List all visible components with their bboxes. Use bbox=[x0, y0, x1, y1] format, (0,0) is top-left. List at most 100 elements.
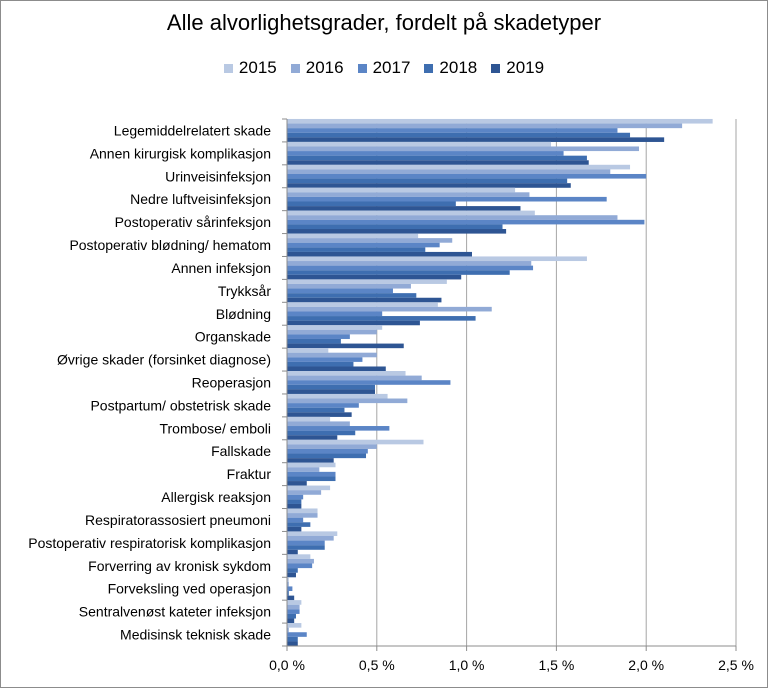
category-label: Annen kirurgisk komplikasjon bbox=[90, 145, 271, 161]
bar-2019 bbox=[287, 320, 420, 326]
bar-2019 bbox=[287, 481, 307, 486]
bar-2018 bbox=[287, 636, 298, 642]
category-label: Fallskade bbox=[211, 443, 271, 459]
bar-2016 bbox=[287, 352, 377, 358]
bar-2016 bbox=[287, 283, 411, 289]
bar-2017 bbox=[287, 334, 350, 339]
legend-label-2019: 2019 bbox=[506, 58, 545, 77]
bar-2015 bbox=[287, 600, 302, 605]
legend-swatch-2017 bbox=[357, 63, 367, 73]
bar-2016 bbox=[287, 421, 350, 427]
bar-2015 bbox=[287, 348, 329, 353]
bar-2019 bbox=[287, 549, 298, 555]
bar-2017 bbox=[287, 196, 607, 202]
bar-2017 bbox=[287, 586, 293, 592]
bar-2019 bbox=[287, 458, 334, 463]
bar-2015 bbox=[287, 531, 338, 536]
bar-2015 bbox=[287, 164, 631, 170]
category-label: Respiratorassosiert pneumoni bbox=[85, 512, 271, 528]
bar-2019 bbox=[287, 160, 589, 165]
category-label: Forveksling ved operasjon bbox=[108, 581, 271, 597]
category-label: Legemiddelrelatert skade bbox=[114, 122, 271, 138]
category-label: Forverring av kronisk sykdom bbox=[88, 558, 271, 574]
bar-2019 bbox=[287, 206, 521, 211]
bar-2017 bbox=[287, 632, 307, 637]
bar-2017 bbox=[287, 242, 440, 248]
chart-legend: 2015 2016 2017 2018 2019 bbox=[0, 58, 768, 78]
bar-2015 bbox=[287, 623, 302, 628]
legend-label-2016: 2016 bbox=[305, 58, 344, 77]
category-label: Sentralvenøst kateter infeksjon bbox=[79, 604, 271, 620]
bar-2018 bbox=[287, 247, 426, 252]
bar-2016 bbox=[287, 627, 289, 633]
bar-2018 bbox=[287, 338, 341, 344]
bar-2015 bbox=[287, 141, 552, 147]
category-label: Annen infeksjon bbox=[171, 260, 271, 276]
bar-2015 bbox=[287, 233, 419, 239]
bar-2015 bbox=[287, 508, 318, 514]
bar-2016 bbox=[287, 123, 683, 129]
bar-2019 bbox=[287, 595, 295, 601]
bar-2018 bbox=[287, 155, 587, 161]
bar-2015 bbox=[287, 302, 438, 307]
bar-2015 bbox=[287, 577, 289, 582]
bar-2017 bbox=[287, 426, 390, 431]
bar-2019 bbox=[287, 183, 571, 188]
bar-2017 bbox=[287, 540, 325, 546]
bar-2018 bbox=[287, 270, 510, 275]
category-label: Organskade bbox=[195, 329, 271, 345]
bar-2017 bbox=[287, 494, 304, 500]
bar-2017 bbox=[287, 403, 359, 408]
bar-2016 bbox=[287, 513, 318, 518]
bar-2016 bbox=[287, 490, 322, 495]
bar-2017 bbox=[287, 563, 313, 569]
bar-2019 bbox=[287, 343, 404, 349]
category-label: Blødning bbox=[216, 306, 271, 322]
bar-2018 bbox=[287, 522, 311, 527]
bar-2017 bbox=[287, 448, 368, 454]
bar-2016 bbox=[287, 192, 530, 197]
category-label: Fraktur bbox=[227, 466, 272, 482]
bar-2019 bbox=[287, 503, 302, 509]
bar-2016 bbox=[287, 604, 300, 610]
bar-2017 bbox=[287, 265, 534, 271]
bar-2016 bbox=[287, 146, 640, 152]
bar-2016 bbox=[287, 558, 314, 564]
bar-2019 bbox=[287, 229, 507, 234]
bar-2015 bbox=[287, 256, 587, 262]
bar-2019 bbox=[287, 366, 386, 372]
bar-2018 bbox=[287, 201, 456, 207]
bar-2015 bbox=[287, 279, 447, 284]
legend-label-2017: 2017 bbox=[372, 58, 411, 77]
legend-item-2016: 2016 bbox=[290, 58, 344, 78]
bar-2019 bbox=[287, 572, 296, 578]
legend-item-2015: 2015 bbox=[223, 58, 277, 78]
bar-2019 bbox=[287, 641, 298, 647]
bar-2015 bbox=[287, 485, 331, 491]
bar-2018 bbox=[287, 453, 367, 459]
bar-2017 bbox=[287, 357, 363, 362]
category-label: Reoperasjon bbox=[192, 375, 271, 391]
category-label: Urinveisinfeksjon bbox=[165, 168, 271, 184]
category-label: Nedre luftveisinfeksjon bbox=[130, 191, 271, 207]
bar-2016 bbox=[287, 329, 377, 335]
bar-2016 bbox=[287, 535, 334, 541]
chart-title: Alle alvorlighetsgrader, fordelt på skad… bbox=[166, 10, 602, 35]
bar-2018 bbox=[287, 293, 417, 298]
category-label: Medisinsk teknisk skade bbox=[120, 627, 271, 643]
category-label: Postoperativ sårinfeksjon bbox=[115, 214, 271, 230]
legend-swatch-2016 bbox=[290, 63, 300, 73]
bar-2015 bbox=[287, 393, 388, 399]
x-tick-label: 0,5 % bbox=[359, 657, 395, 673]
bar-2018 bbox=[287, 316, 476, 321]
category-label: Postpartum/ obstetrisk skade bbox=[90, 397, 271, 413]
bar-2019 bbox=[287, 297, 442, 303]
bar-2015 bbox=[287, 371, 406, 376]
x-tick-label: 1,5 % bbox=[538, 657, 574, 673]
legend-item-2017: 2017 bbox=[357, 58, 411, 78]
bar-2018 bbox=[287, 407, 345, 413]
bar-2017 bbox=[287, 128, 618, 133]
bar-2018 bbox=[287, 591, 289, 596]
bar-2018 bbox=[287, 613, 296, 619]
category-label: Øvrige skader (forsinket diagnose) bbox=[57, 352, 271, 368]
